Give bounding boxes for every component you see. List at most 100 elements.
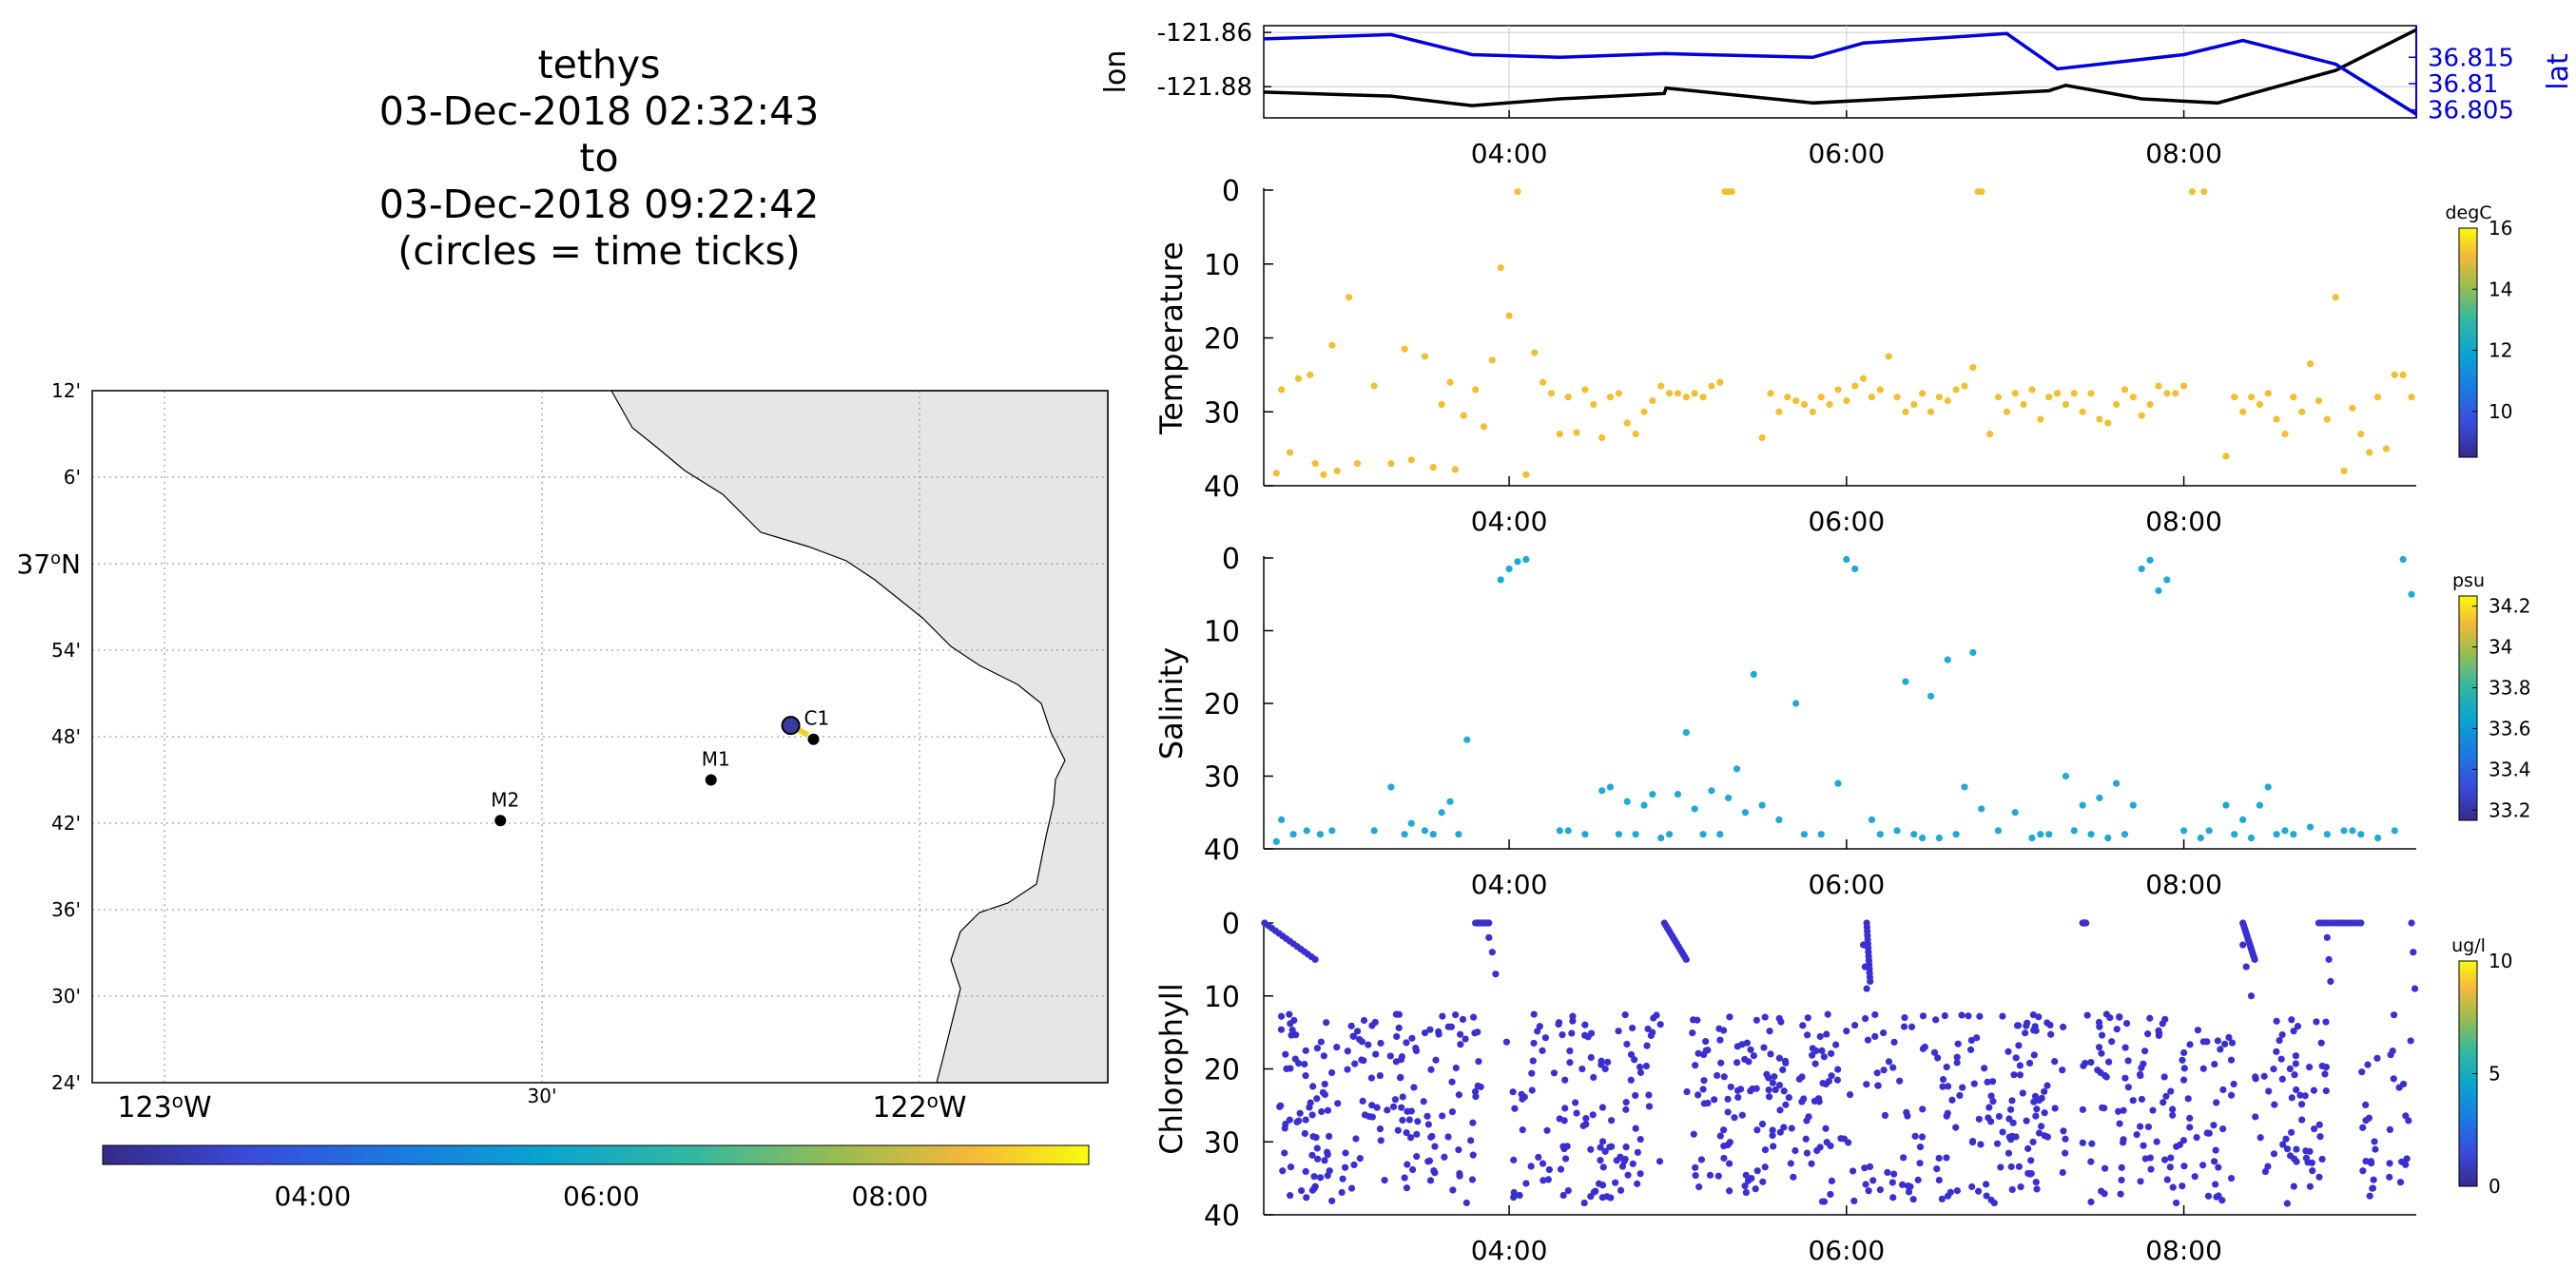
chlorophyll-point (1597, 1156, 1604, 1164)
salinity-point (1758, 801, 1766, 809)
chlorophyll-point (1581, 1021, 1589, 1028)
chlorophyll-point (1745, 1058, 1753, 1066)
chlorophyll-point (2362, 1157, 2370, 1165)
chlorophyll-point (1637, 1170, 1644, 1178)
chlorophyll-point (2122, 1019, 2131, 1028)
chlorophyll-point (1439, 1112, 1446, 1120)
temperature-point (2239, 408, 2247, 415)
chlorophyll-point (1850, 1197, 1858, 1204)
map-longitude-labels: 123oW 30' 122oW (117, 1085, 966, 1125)
temperature-point (1590, 400, 1598, 409)
temperature-point (1809, 408, 1816, 415)
chlorophyll-y-tick-label: 20 (1204, 1054, 1240, 1087)
temperature-point (2179, 382, 2188, 390)
chlorophyll-point (1982, 1181, 1990, 1188)
temperature-point (1556, 430, 1563, 438)
chlorophyll-point (2173, 1199, 2180, 1207)
chlorophyll-point (1989, 1098, 1997, 1105)
map-lon-label: 122oW (872, 1089, 966, 1125)
chlorophyll-point (2025, 1059, 2034, 1067)
salinity-point (2079, 801, 2086, 809)
chlorophyll-point (2087, 1198, 2095, 1206)
chlorophyll-point (1444, 1133, 1452, 1141)
chlorophyll-point (1999, 1128, 2006, 1136)
chlorophyll-point (1333, 1044, 1341, 1051)
chlorophyll-point (1776, 1128, 1784, 1136)
temperature-point (2020, 400, 2027, 409)
salinity-point (1775, 816, 1783, 824)
chlorophyll-point (1326, 1132, 1333, 1140)
chlorophyll-point (1770, 1143, 1777, 1150)
salinity-colorbar-tick: 33.4 (2489, 758, 2531, 780)
chlorophyll-point (1313, 1144, 1321, 1152)
temperature-point (1985, 430, 1994, 438)
chlorophyll-point (1792, 1146, 1799, 1155)
chlorophyll-ylabel: Chlorophyll (1153, 983, 1190, 1154)
chlorophyll-point (2024, 1019, 2031, 1027)
chlorophyll-point (2118, 1176, 2125, 1184)
chlorophyll-point (1510, 1188, 1518, 1197)
temperature-point (1834, 386, 1842, 394)
chlorophyll-point (1540, 1177, 1547, 1184)
chlorophyll-point (2144, 1123, 2153, 1131)
chlorophyll-point (1592, 1187, 1599, 1195)
chlorophyll-point (2219, 1086, 2227, 1094)
salinity-point (1497, 576, 1504, 584)
chlorophyll-point (2291, 1071, 2298, 1079)
chlorophyll-point (1439, 1012, 1446, 1020)
chlorophyll-point (2252, 1075, 2259, 1083)
chlorophyll-point (1559, 1191, 1567, 1200)
salinity-point (1834, 779, 1842, 787)
chlorophyll-point (2261, 1167, 2270, 1176)
chlorophyll-point (1999, 1012, 2006, 1020)
chlorophyll-point (1863, 1081, 1870, 1088)
chlorophyll-point (1528, 1069, 1536, 1077)
chlorophyll-point (1376, 1071, 1384, 1080)
chlorophyll-point (1302, 1167, 1309, 1176)
chlorophyll-point (1726, 1187, 1733, 1195)
chlorophyll-point (2116, 1120, 2123, 1127)
chlorophyll-point (2186, 1114, 2194, 1122)
chlorophyll-point (2098, 1187, 2105, 1195)
salinity-point (1792, 700, 1800, 707)
chlorophyll-point (1761, 1163, 1769, 1171)
chlorophyll-point (2362, 1101, 2370, 1109)
chlorophyll-point (2022, 1029, 2029, 1037)
chlorophyll-point (2309, 1167, 2316, 1175)
chlorophyll-point (1863, 985, 1870, 992)
temperature-point (1438, 400, 1445, 409)
chlorophyll-point (1724, 1108, 1732, 1116)
salinity-point (2197, 834, 2204, 842)
chlorophyll-point (1944, 1083, 1952, 1090)
chlorophyll-point (1634, 1180, 1641, 1187)
chlorophyll-point (1468, 1176, 1477, 1183)
chlorophyll-point (2302, 1147, 2310, 1155)
temperature-point (2231, 394, 2238, 401)
chlorophyll-point (1643, 1042, 1651, 1049)
chlorophyll-point (2120, 1106, 2127, 1114)
chlorophyll-point (1727, 1083, 1734, 1091)
salinity-point (1741, 809, 1750, 817)
chlorophyll-x-tick-label: 06:00 (1808, 1235, 1885, 1266)
chlorophyll-point (2005, 1133, 2013, 1141)
chlorophyll-point (2301, 1092, 2309, 1100)
chlorophyll-point (1539, 1047, 1546, 1054)
temperature-point (2247, 394, 2256, 401)
chlorophyll-point (1403, 1128, 1410, 1137)
chlorophyll-point (2137, 1178, 2144, 1185)
chlorophyll-point (1502, 1038, 1510, 1046)
salinity-point (2307, 823, 2315, 831)
chlorophyll-point (1772, 1086, 1779, 1094)
chlorophyll-point (1371, 1018, 1379, 1027)
chlorophyll-point (1833, 1076, 1841, 1084)
temperature-ylabel: Temperature (1153, 241, 1190, 435)
temperature-point (1902, 408, 1909, 415)
temperature-point (2391, 371, 2398, 378)
chlorophyll-point (1904, 1182, 1912, 1190)
chlorophyll-point (1535, 1153, 1542, 1162)
chlorophyll-point (1598, 1194, 1606, 1201)
time-colorbar (102, 1144, 1090, 1165)
chlorophyll-point (1965, 1012, 1972, 1020)
salinity-point (2011, 809, 2019, 817)
